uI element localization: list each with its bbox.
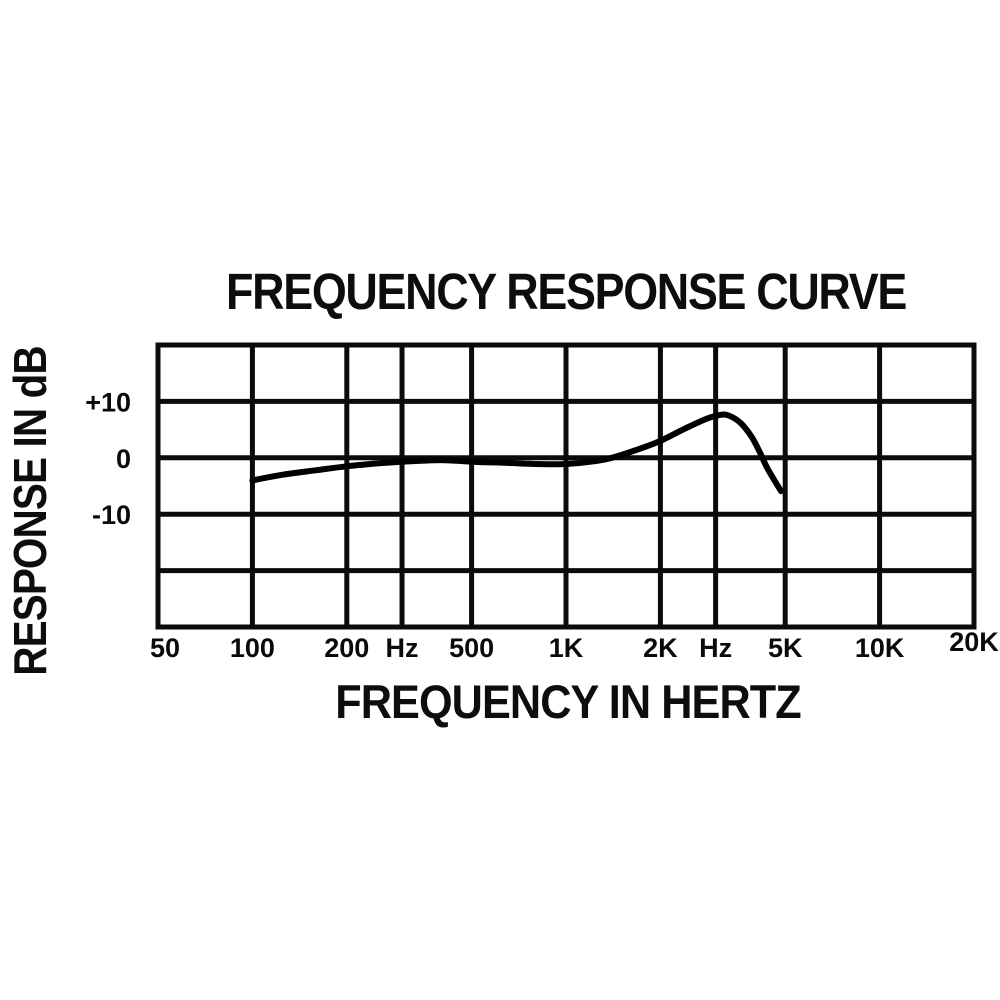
x-tick-label: 1K xyxy=(549,633,584,663)
x-tick-label: Hz xyxy=(386,633,419,663)
x-axis-label: FREQUENCY IN HERTZ xyxy=(335,674,801,728)
x-tick-labels: 50 100 200 Hz 500 1K 2K Hz 5K 10K 20K xyxy=(150,627,999,663)
x-tick-label: Hz xyxy=(699,633,732,663)
y-tick-labels: +10 0 -10 xyxy=(85,387,131,530)
response-curve xyxy=(249,411,784,495)
y-tick-label: 0 xyxy=(116,444,131,474)
chart-title: FREQUENCY RESPONSE CURVE xyxy=(226,262,907,320)
y-tick-label: -10 xyxy=(92,500,131,530)
x-tick-label: 10K xyxy=(855,633,905,663)
x-tick-label: 100 xyxy=(230,633,275,663)
x-tick-label: 2K xyxy=(643,633,678,663)
x-tick-label: 50 xyxy=(150,633,180,663)
x-tick-label: 200 xyxy=(324,633,369,663)
x-tick-label: 20K xyxy=(949,627,999,657)
x-tick-label: 5K xyxy=(768,633,803,663)
x-tick-label: 500 xyxy=(449,633,494,663)
grid xyxy=(155,342,977,630)
y-tick-label: +10 xyxy=(85,387,131,417)
